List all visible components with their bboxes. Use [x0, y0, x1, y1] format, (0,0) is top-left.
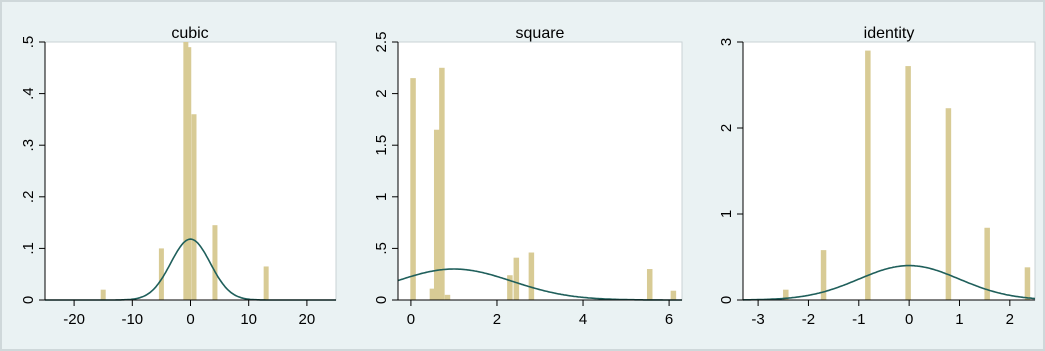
y-tick-label: 0: [373, 296, 390, 304]
chart-title: identity: [864, 25, 915, 42]
histogram-bar: [528, 252, 535, 300]
chart-title: cubic: [171, 25, 208, 42]
chart-title: square: [516, 25, 565, 42]
histogram-bar: [984, 227, 990, 300]
y-tick-label: .2: [20, 191, 37, 204]
x-tick-label: -20: [63, 311, 85, 328]
histogram-bar: [444, 294, 451, 300]
y-tick-label: .5: [20, 36, 37, 49]
x-tick-label: 20: [299, 311, 316, 328]
x-tick-label: 0: [407, 311, 415, 328]
histogram-bar: [158, 248, 164, 300]
y-tick-label: 1: [718, 210, 735, 218]
plot-area-identity: [742, 41, 1036, 301]
x-tick-label: -1: [852, 311, 865, 328]
y-tick-label: .4: [20, 87, 37, 100]
x-tick-label: 1: [955, 311, 963, 328]
x-tick-label: 4: [579, 311, 587, 328]
histogram-bar: [507, 275, 513, 300]
histogram-bar: [186, 47, 192, 300]
histogram-bar: [263, 266, 269, 300]
histogram-bar: [429, 288, 436, 300]
x-tick-label: 6: [665, 311, 673, 328]
histogram-bar: [646, 269, 653, 300]
y-tick-label: 2: [373, 89, 390, 97]
histogram-bar: [191, 114, 197, 301]
plot-area-square: [397, 41, 683, 301]
x-tick-label: 0: [186, 311, 194, 328]
histogram-bar: [865, 50, 871, 300]
histogram-bar: [783, 289, 789, 300]
y-tick-label: .5: [373, 242, 390, 255]
panel-identity: identity: [742, 25, 1036, 301]
panel-square: square: [397, 25, 683, 301]
histogram-bar: [410, 78, 416, 301]
x-tick-label: 2: [1006, 311, 1014, 328]
x-tick-label: -10: [121, 311, 143, 328]
y-tick-label: 1: [373, 193, 390, 201]
density-curve: [742, 264, 1036, 301]
y-tick-label: 3: [718, 38, 735, 46]
y-tick-label: 2.5: [373, 32, 390, 53]
histogram-bar: [513, 257, 520, 300]
y-tick-label: 1.5: [373, 135, 390, 156]
y-tick-label: .3: [20, 139, 37, 152]
y-tick-label: 0: [20, 296, 37, 304]
x-tick-label: -3: [751, 311, 764, 328]
histogram-bar: [100, 289, 106, 300]
histogram-bar: [670, 290, 677, 300]
x-tick-label: 0: [905, 311, 913, 328]
histogram-bar: [212, 225, 218, 300]
histogram-bar: [439, 67, 445, 300]
histogram-bar: [433, 129, 440, 300]
x-tick-label: 10: [240, 311, 257, 328]
y-tick-label: 0: [718, 296, 735, 304]
histogram-bar: [820, 250, 827, 300]
histogram-bar: [183, 42, 189, 300]
x-tick-label: 2: [493, 311, 501, 328]
histogram-bar: [1024, 267, 1031, 300]
histogram-bar: [905, 66, 911, 300]
x-tick-label: -2: [802, 311, 815, 328]
y-tick-label: .1: [20, 242, 37, 255]
histogram-bar: [945, 108, 952, 300]
y-tick-label: 2: [718, 124, 735, 132]
